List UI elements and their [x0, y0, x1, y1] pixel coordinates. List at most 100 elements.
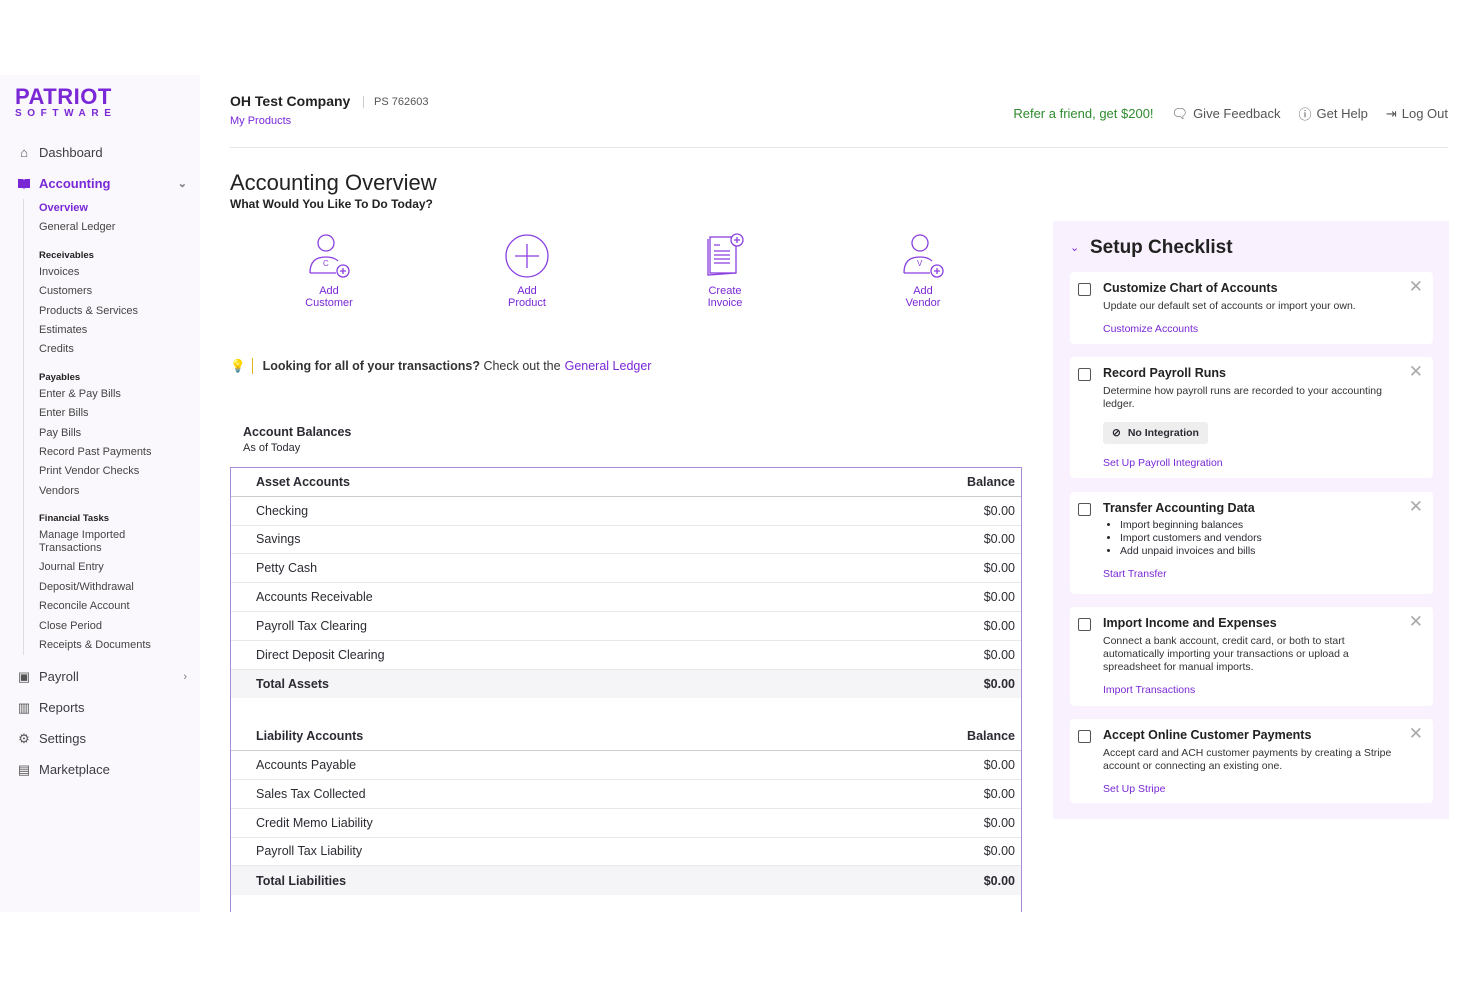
- payroll-integration-link[interactable]: Set Up Payroll Integration: [1103, 457, 1223, 469]
- close-icon[interactable]: ✕: [1408, 724, 1423, 743]
- sidebar-item-general-ledger[interactable]: General Ledger: [39, 221, 116, 234]
- bullet: Import customers and vendors: [1120, 532, 1403, 545]
- my-products-link[interactable]: My Products: [230, 115, 292, 127]
- accounting-submenu: Overview General Ledger Receivables Invo…: [23, 199, 187, 656]
- table-row: Accounts Receivable $0.00: [231, 583, 1021, 612]
- table-row: Petty Cash $0.00: [231, 554, 1021, 584]
- no-integration-button[interactable]: ⊘ No Integration: [1103, 422, 1208, 444]
- sidebar-item-dashboard[interactable]: ⌂ Dashboard: [17, 137, 187, 168]
- chevron-down-icon[interactable]: ⌄: [1070, 242, 1080, 254]
- sidebar-item-deposit-withdrawal[interactable]: Deposit/Withdrawal: [39, 580, 134, 593]
- sidebar-item-settings[interactable]: ⚙ Settings: [17, 723, 187, 754]
- sidebar-item-overview[interactable]: Overview: [39, 202, 88, 214]
- label: Get Help: [1316, 106, 1368, 121]
- account-balance: $0.00: [983, 815, 1015, 830]
- sidebar-item-customers[interactable]: Customers: [39, 285, 93, 298]
- feedback-link[interactable]: 🗨 Give Feedback: [1172, 104, 1281, 123]
- table-row: Credit Memo Liability $0.00: [231, 809, 1021, 838]
- bullet: Add unpaid invoices and bills: [1120, 545, 1403, 558]
- refer-link[interactable]: Refer a friend, get $200!: [1013, 106, 1154, 121]
- account-name: Payroll Tax Clearing: [256, 618, 367, 633]
- checklist-card: ✕ Customize Chart of Accounts Update our…: [1070, 272, 1433, 344]
- sidebar-item-enter-pay-bills[interactable]: Enter & Pay Bills: [39, 387, 121, 400]
- logout-icon: ⇥: [1385, 105, 1397, 121]
- sidebar-item-estimates[interactable]: Estimates: [39, 324, 88, 337]
- close-icon[interactable]: ✕: [1408, 362, 1423, 381]
- account-balance: $0.00: [983, 758, 1015, 773]
- logo-line2: SOFTWARE: [15, 108, 117, 119]
- sidebar-item-products[interactable]: Products & Services: [39, 304, 139, 317]
- import-transactions-link[interactable]: Import Transactions: [1103, 684, 1196, 696]
- account-name: Petty Cash: [256, 561, 318, 576]
- group-payables: Payables: [39, 371, 81, 383]
- customize-accounts-link[interactable]: Customize Accounts: [1103, 323, 1199, 335]
- account-balances-heading: Account Balances As of Today: [243, 425, 351, 454]
- account-name: Payroll Tax Liability: [256, 844, 363, 859]
- sidebar-item-close-period[interactable]: Close Period: [39, 619, 102, 632]
- sidebar-item-marketplace[interactable]: ▤ Marketplace: [17, 754, 187, 785]
- table-row: Checking $0.00: [231, 497, 1021, 526]
- close-icon[interactable]: ✕: [1408, 277, 1423, 296]
- total-value: $0.00: [983, 676, 1015, 691]
- label: Settings: [39, 731, 86, 747]
- card-title: Transfer Accounting Data: [1103, 501, 1255, 515]
- header-links: Refer a friend, get $200! 🗨 Give Feedback…: [1013, 104, 1448, 123]
- sidebar-item-reports[interactable]: ▥ Reports: [17, 692, 187, 723]
- divider: [251, 358, 253, 374]
- add-customer-button[interactable]: C Add Customer: [279, 233, 379, 309]
- help-link[interactable]: ⓘ Get Help: [1299, 104, 1368, 123]
- account-name: Sales Tax Collected: [256, 786, 366, 801]
- add-vendor-button[interactable]: V Add Vendor: [873, 233, 973, 309]
- sidebar-item-enter-bills[interactable]: Enter Bills: [39, 407, 89, 420]
- sidebar-item-journal-entry[interactable]: Journal Entry: [39, 561, 104, 574]
- sidebar-item-pay-bills[interactable]: Pay Bills: [39, 426, 82, 439]
- label: No Integration: [1127, 427, 1199, 439]
- set-up-stripe-link[interactable]: Set Up Stripe: [1103, 783, 1166, 795]
- total-assets-row: Total Assets $0.00: [231, 669, 1021, 699]
- add-customer-icon: C: [309, 234, 350, 278]
- table-row: Payroll Tax Liability $0.00: [231, 838, 1021, 867]
- tip-bold: Looking for all of your transactions?: [262, 359, 480, 373]
- label: Accounting: [39, 176, 111, 191]
- start-transfer-link[interactable]: Start Transfer: [1103, 568, 1167, 580]
- checkbox[interactable]: [1078, 730, 1091, 743]
- card-desc: Connect a bank account, credit card, or …: [1103, 635, 1349, 673]
- sidebar-item-receipts[interactable]: Receipts & Documents: [39, 638, 151, 651]
- checkbox[interactable]: [1078, 618, 1091, 631]
- prohibited-icon: ⊘: [1112, 427, 1121, 439]
- patriot-logo[interactable]: PATRIOT SOFTWARE: [15, 86, 116, 120]
- logout-link[interactable]: ⇥ Log Out: [1386, 104, 1448, 123]
- ps-number: PS 762603: [363, 96, 428, 108]
- lightbulb-icon: 💡: [230, 358, 246, 373]
- tip-text: Check out the: [483, 359, 561, 373]
- sidebar-item-vendors[interactable]: Vendors: [39, 484, 80, 497]
- sidebar-item-print-vendor-checks[interactable]: Print Vendor Checks: [39, 465, 140, 478]
- account-balance: $0.00: [983, 532, 1015, 547]
- bar-chart-icon: ▥: [17, 699, 31, 715]
- svg-text:V: V: [917, 259, 923, 268]
- account-balance: $0.00: [983, 590, 1015, 605]
- checkbox[interactable]: [1078, 283, 1091, 296]
- add-product-button[interactable]: Add Product: [477, 233, 577, 309]
- account-balance: $0.00: [983, 844, 1015, 859]
- sidebar-item-invoices[interactable]: Invoices: [39, 265, 80, 278]
- close-icon[interactable]: ✕: [1408, 612, 1423, 631]
- gear-icon: ⚙: [18, 730, 30, 746]
- sidebar-item-reconcile[interactable]: Reconcile Account: [39, 600, 130, 613]
- label: Create: [708, 285, 742, 297]
- card-bullets: Import beginning balances Import custome…: [1120, 519, 1403, 558]
- total-value: $0.00: [983, 873, 1015, 888]
- sidebar-item-payroll[interactable]: ▣ Payroll ›: [17, 661, 187, 692]
- group-receivables: Receivables: [39, 249, 94, 261]
- sidebar-item-credits[interactable]: Credits: [39, 343, 74, 356]
- sidebar-item-accounting[interactable]: Accounting ⌄: [17, 168, 187, 199]
- sidebar-item-manage-imported[interactable]: Manage Imported Transactions: [39, 529, 126, 555]
- account-name: Checking: [256, 503, 309, 518]
- close-icon[interactable]: ✕: [1408, 497, 1423, 516]
- create-invoice-button[interactable]: Create Invoice: [675, 233, 775, 309]
- checkbox[interactable]: [1078, 503, 1091, 516]
- checkbox[interactable]: [1078, 368, 1091, 381]
- sidebar-item-record-past-payments[interactable]: Record Past Payments: [39, 446, 152, 459]
- general-ledger-link[interactable]: General Ledger: [564, 359, 652, 373]
- balances-title: Account Balances: [243, 425, 352, 439]
